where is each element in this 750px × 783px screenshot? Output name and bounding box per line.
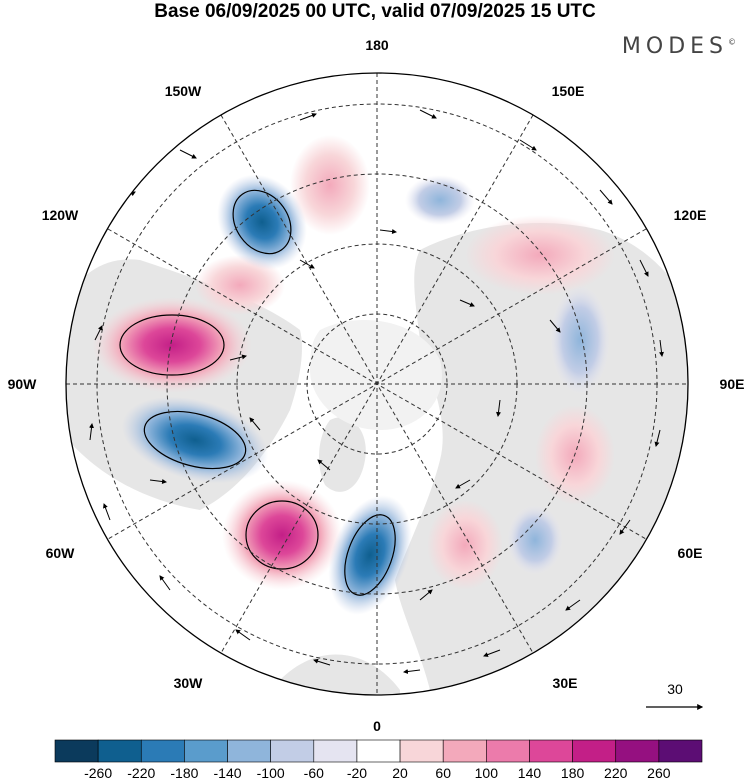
colorbar-tick-label: 260	[647, 765, 671, 781]
lon-label-150e: 150E	[552, 83, 585, 99]
colorbar-swatch	[140, 739, 185, 763]
arctic-ice	[310, 320, 442, 430]
colorbar-tick-label: -20	[347, 765, 367, 781]
colorbar-tick-label: -220	[127, 765, 155, 781]
map-disc	[66, 73, 688, 695]
colorbar-tick-label: 140	[518, 765, 542, 781]
lon-label-150w: 150W	[165, 83, 202, 99]
lon-label-120e: 120E	[674, 207, 707, 223]
brand-logo: MODES©	[622, 34, 736, 59]
map-border	[65, 72, 689, 696]
reference-vector-label: 30	[667, 681, 683, 697]
contour-lines	[119, 189, 396, 596]
wind-vectors	[89, 109, 664, 674]
anomaly-positive-atlantic	[222, 480, 342, 590]
lon-label-30e: 30E	[553, 675, 578, 691]
anomaly-negative-central-asia	[550, 285, 610, 395]
anomaly-field	[92, 135, 615, 615]
reference-vector: 30	[646, 681, 704, 710]
colorbar-swatch	[270, 739, 315, 763]
anomaly-positive-alaska	[290, 135, 370, 235]
greenland-land	[318, 417, 366, 492]
colorbar-swatch	[399, 739, 444, 763]
colorbar-tick-label: -100	[257, 765, 285, 781]
anomaly-negative-caspian	[507, 505, 563, 575]
map-title: Base 06/09/2025 00 UTC, valid 07/09/2025…	[154, 1, 596, 22]
lon-label-30w: 30W	[174, 675, 204, 691]
graticule	[66, 73, 688, 695]
anomaly-positive-canada	[195, 255, 285, 315]
colorbar-tick-label: 100	[475, 765, 499, 781]
anomaly-positive-pacific	[92, 297, 252, 393]
colorbar-tick-label: -180	[170, 765, 198, 781]
colorbar-swatch	[529, 739, 573, 763]
colorbar-swatch	[615, 739, 660, 763]
lon-label-90w: 90W	[8, 376, 38, 392]
lon-label-60w: 60W	[46, 545, 76, 561]
colorbar-tick-label: -60	[304, 765, 324, 781]
colorbar-swatch	[227, 739, 271, 763]
colorbar-tick-label: 180	[561, 765, 585, 781]
lon-label-180: 180	[365, 37, 389, 53]
colorbar-tick-label: -140	[214, 765, 242, 781]
anomaly-negative-north-atlantic	[328, 495, 412, 615]
lon-label-90e: 90E	[720, 376, 745, 392]
colorbar-tick-label: 20	[392, 765, 408, 781]
anomaly-positive-europe	[427, 500, 503, 590]
colorbar-swatch	[54, 739, 99, 763]
colorbar-tick-label: -260	[84, 765, 112, 781]
lon-label-120w: 120W	[42, 207, 79, 223]
anomaly-negative-hudson	[121, 396, 269, 484]
lon-label-0: 0	[373, 718, 381, 734]
colorbar-tick-label: 60	[435, 765, 451, 781]
colorbar-swatch	[356, 739, 401, 763]
colorbar-swatch	[97, 739, 142, 763]
colorbar-swatch	[658, 739, 703, 763]
longitude-labels: 180 0 90W 90E 150W 120W 60W 30W 150E 120…	[8, 37, 745, 734]
colorbar-tick-label: 220	[604, 765, 628, 781]
colorbar-swatch	[442, 739, 487, 763]
anomaly-positive-siberia	[465, 215, 615, 295]
anomaly-negative-bering	[217, 174, 307, 270]
colorbar-swatch	[184, 739, 228, 763]
colorbar-swatch	[486, 739, 530, 763]
colorbar: -260 -220 -180 -140 -100 -60 -20 20 60 100 140 180 2…	[54, 739, 703, 781]
anomaly-negative-pacific-east	[405, 175, 475, 225]
brand-mark: ©	[728, 37, 736, 47]
colorbar-swatch	[572, 739, 617, 763]
brand-name: MODES	[621, 34, 728, 59]
colorbar-swatch	[313, 739, 358, 763]
lon-label-60e: 60E	[678, 545, 703, 561]
